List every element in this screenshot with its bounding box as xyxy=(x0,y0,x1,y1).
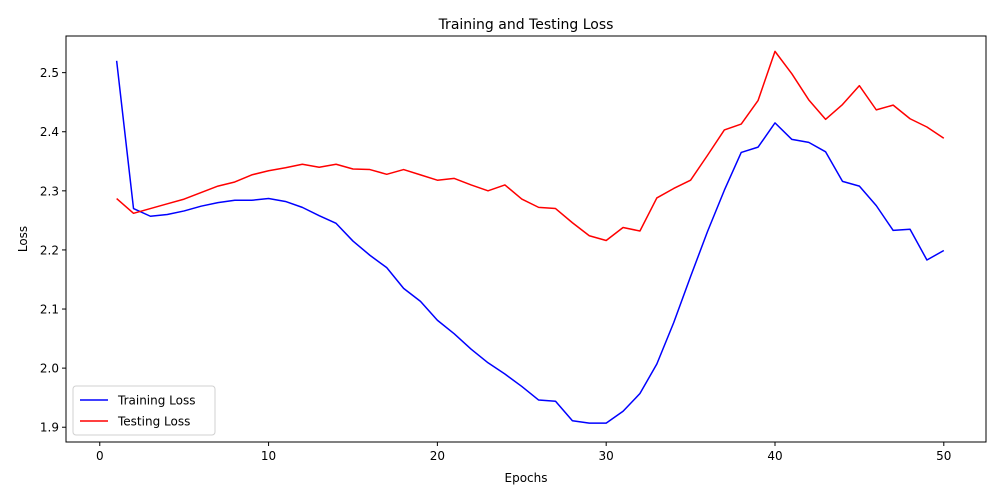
x-tick-label: 0 xyxy=(96,449,104,463)
x-tick-label: 20 xyxy=(430,449,445,463)
legend-label-testing: Testing Loss xyxy=(117,415,190,429)
series-line-testing-loss xyxy=(116,50,945,242)
x-axis-label: Epochs xyxy=(505,471,548,485)
legend-box xyxy=(72,385,216,436)
x-tick-label: 40 xyxy=(767,449,782,463)
legend: Training Loss Testing Loss xyxy=(72,385,216,436)
y-tick-label: 2.5 xyxy=(40,66,59,80)
x-tick-label: 30 xyxy=(599,449,614,463)
y-tick-label: 1.9 xyxy=(40,421,59,435)
y-tick-label: 2.4 xyxy=(40,125,59,139)
x-tick-label: 50 xyxy=(936,449,951,463)
y-axis-label: Loss xyxy=(16,226,30,252)
axes-frame xyxy=(65,35,987,443)
y-axis: 1.9 2.0 2.1 2.2 2.3 2.4 2.5 xyxy=(40,66,66,435)
y-tick-label: 2.2 xyxy=(40,243,59,257)
chart-title: Training and Testing Loss xyxy=(438,17,614,33)
y-tick-label: 2.1 xyxy=(40,303,59,317)
series-lines xyxy=(115,50,945,424)
legend-label-training: Training Loss xyxy=(117,394,195,408)
x-tick-label: 10 xyxy=(261,449,276,463)
y-tick-label: 2.0 xyxy=(40,362,59,376)
plot-area: 0 10 20 30 40 50 1.9 2.0 2.1 2.2 2.3 2.4 2.5 xyxy=(40,35,987,463)
series-line-training-loss xyxy=(115,60,945,424)
y-tick-label: 2.3 xyxy=(40,184,59,198)
x-axis: 0 10 20 30 40 50 xyxy=(96,442,951,463)
